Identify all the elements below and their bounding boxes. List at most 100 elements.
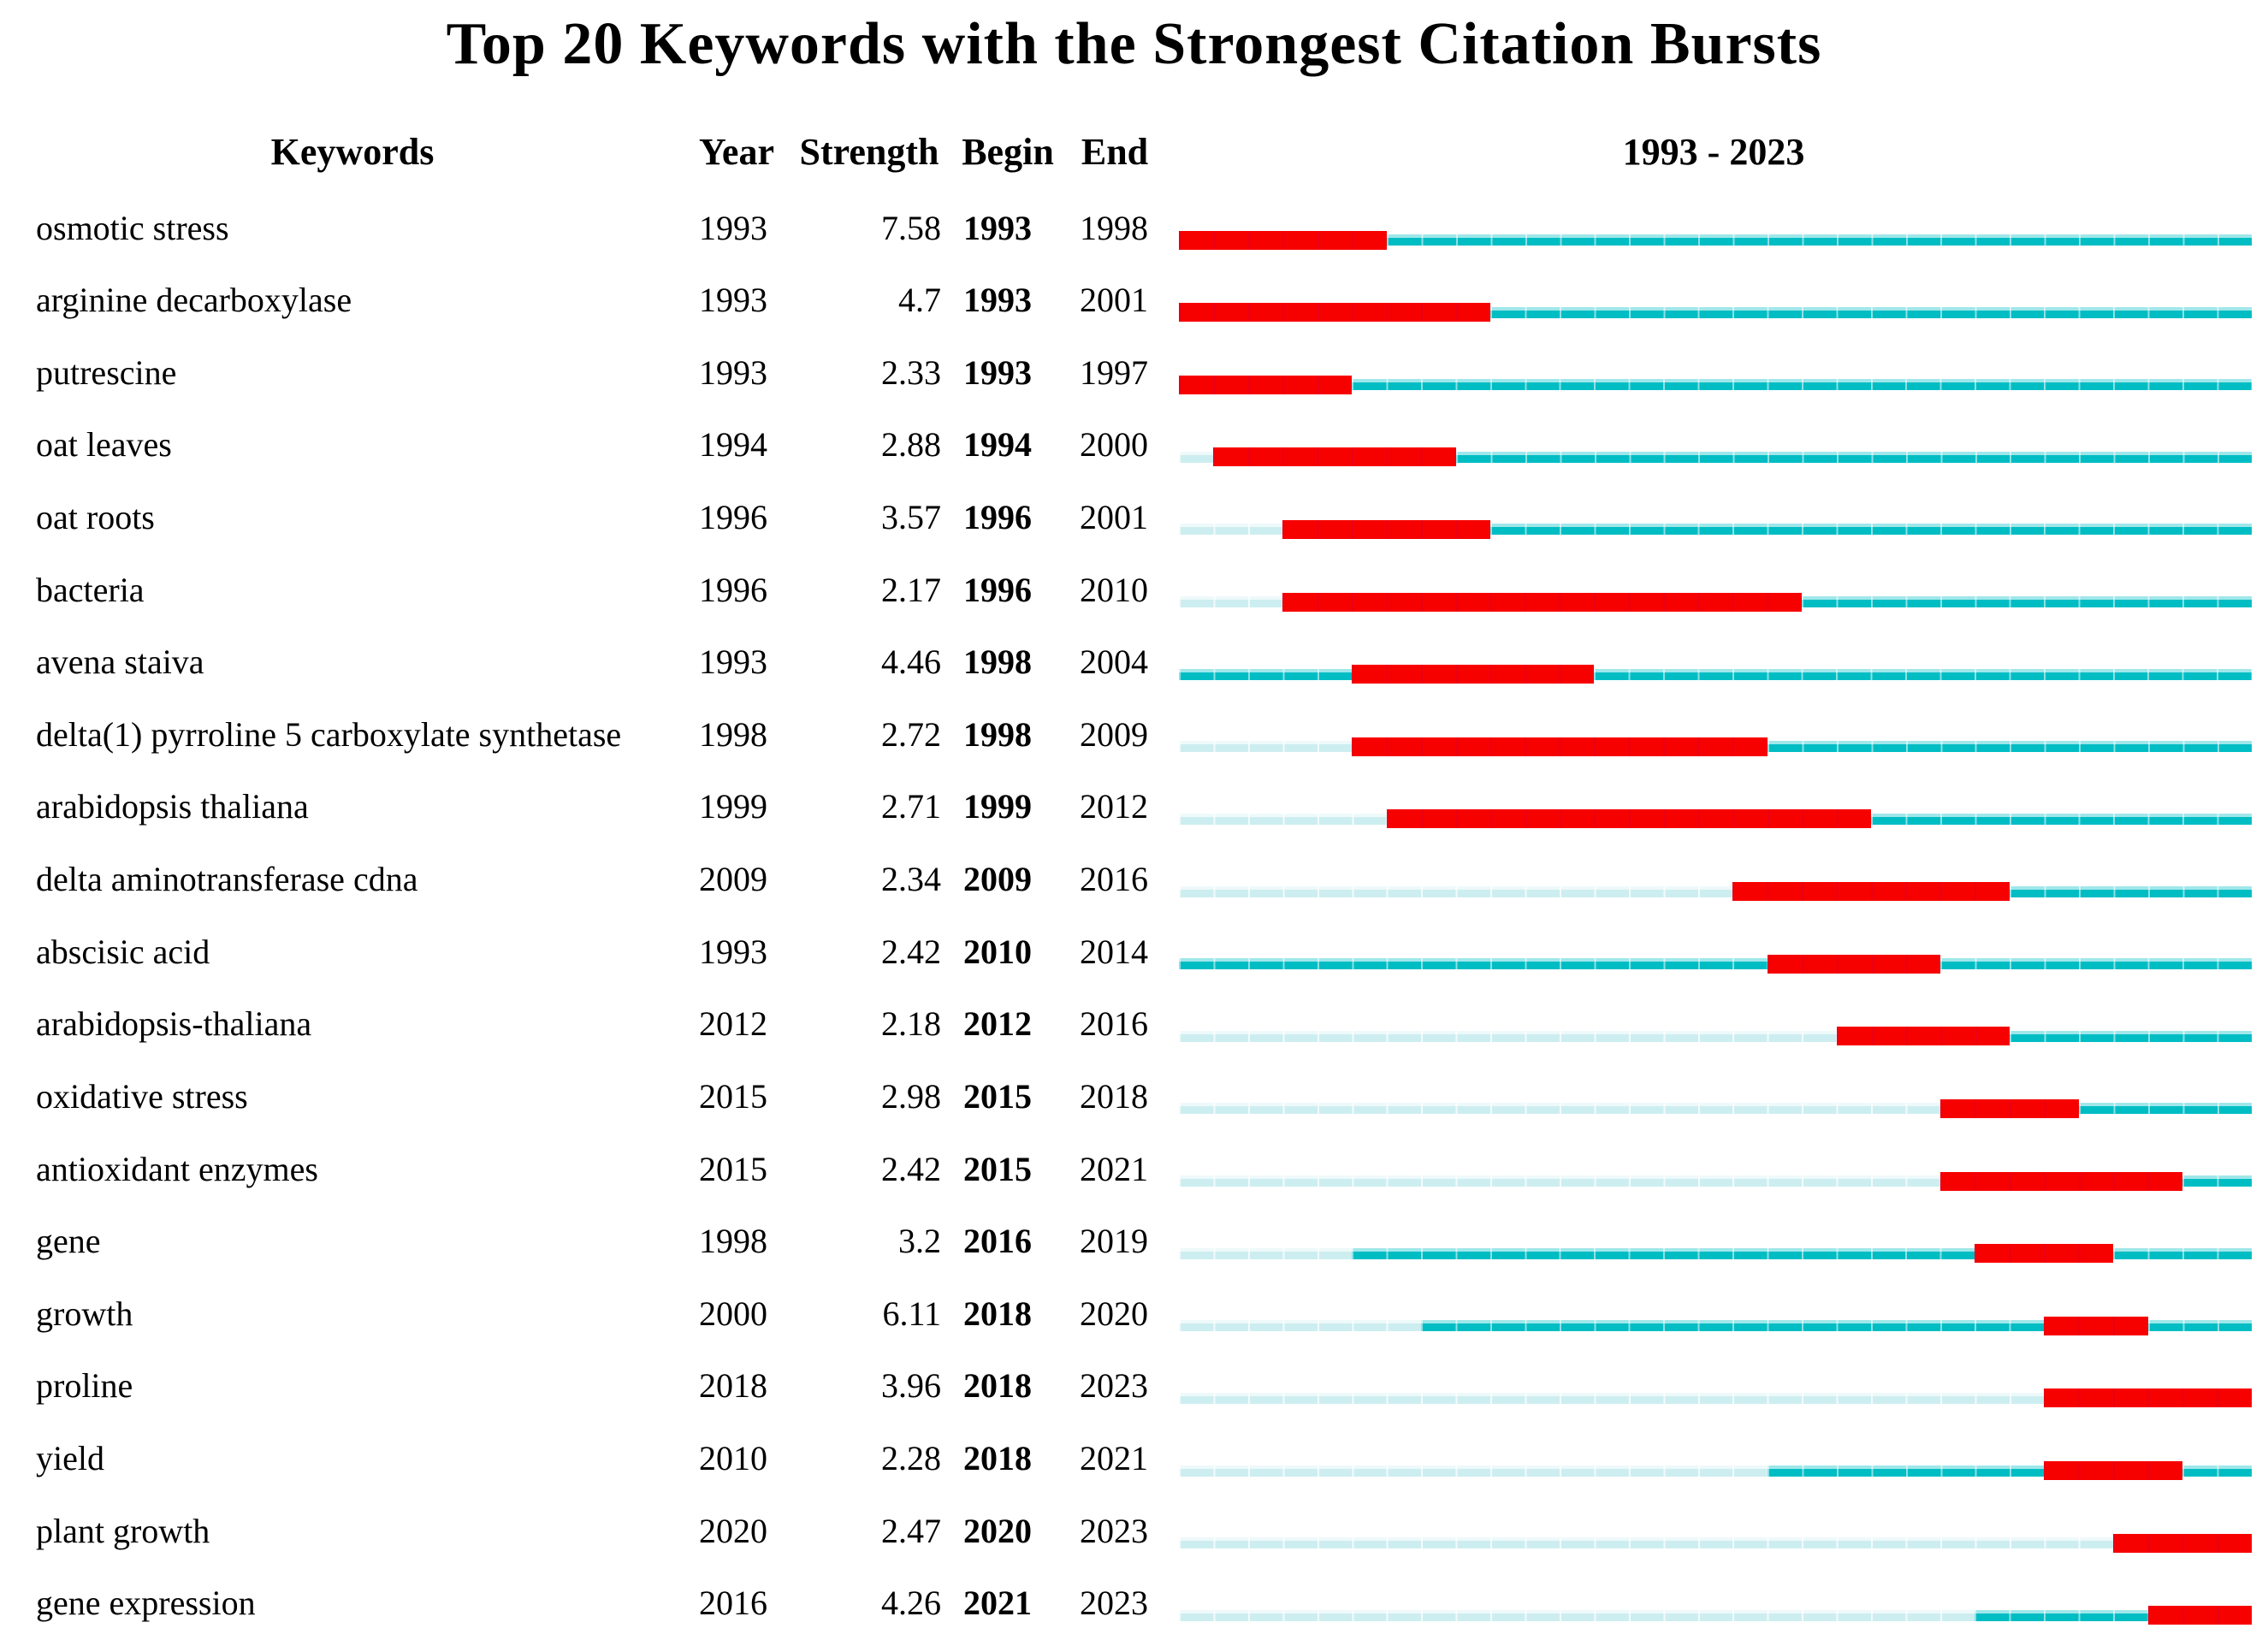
- end-cell: 1998: [1080, 208, 1148, 247]
- strength-cell: 2.17: [881, 570, 941, 609]
- begin-cell: 2012: [963, 1004, 1032, 1044]
- table-row: delta aminotransferase cdna 2009 2.34 2009 2…: [0, 844, 2268, 916]
- timeline-bar: [1179, 447, 2252, 467]
- keyword-cell: bacteria: [36, 570, 145, 609]
- strength-cell: 3.57: [881, 497, 941, 536]
- keyword-cell: gene expression: [36, 1584, 256, 1623]
- end-cell: 2023: [1080, 1584, 1148, 1623]
- keyword-cell: putrescine: [36, 352, 177, 392]
- table-row: putrescine 1993 2.33 1993 1997: [0, 336, 2268, 409]
- end-cell: 2019: [1080, 1222, 1148, 1261]
- end-cell: 2001: [1080, 497, 1148, 536]
- begin-cell: 1996: [963, 570, 1032, 609]
- strength-cell: 4.7: [898, 281, 941, 320]
- keyword-cell: abscisic acid: [36, 932, 210, 971]
- end-cell: 1997: [1080, 352, 1148, 392]
- strength-cell: 2.47: [881, 1511, 941, 1550]
- table-row: antioxidant enzymes 2015 2.42 2015 2021: [0, 1133, 2268, 1205]
- column-header-strength: Strength: [799, 131, 939, 173]
- active-segment: [2182, 1175, 2252, 1187]
- strength-cell: 2.18: [881, 1004, 941, 1044]
- burst-segment: [2147, 1606, 2252, 1625]
- begin-cell: 2010: [963, 932, 1032, 971]
- year-cell: 2020: [699, 1511, 767, 1550]
- timeline-bar: [1179, 375, 2252, 395]
- end-cell: 2023: [1080, 1366, 1148, 1406]
- keyword-cell: arabidopsis thaliana: [36, 787, 309, 826]
- begin-cell: 2016: [963, 1222, 1032, 1261]
- year-cell: 1994: [699, 425, 767, 465]
- year-cell: 1998: [699, 714, 767, 754]
- end-cell: 2014: [1080, 932, 1148, 971]
- begin-cell: 2021: [963, 1584, 1032, 1623]
- burst-segment: [1179, 230, 1387, 250]
- column-header-begin: Begin: [962, 131, 1054, 173]
- table-row: oat leaves 1994 2.88 1994 2000: [0, 409, 2268, 482]
- strength-cell: 3.2: [898, 1222, 941, 1261]
- begin-cell: 1993: [963, 352, 1032, 392]
- inactive-segment: [1179, 1392, 2045, 1404]
- active-segment: [2009, 1030, 2252, 1042]
- begin-cell: 1996: [963, 497, 1032, 536]
- year-cell: 2018: [699, 1366, 767, 1406]
- keyword-cell: antioxidant enzymes: [36, 1149, 318, 1188]
- keyword-cell: osmotic stress: [36, 208, 229, 247]
- timeline-bar: [1179, 519, 2252, 540]
- burst-segment: [1213, 447, 1456, 467]
- active-segment: [1421, 1320, 2045, 1332]
- end-cell: 2016: [1080, 860, 1148, 899]
- timeline-bar: [1179, 230, 2252, 251]
- inactive-segment: [1179, 1465, 1768, 1477]
- strength-cell: 2.33: [881, 352, 941, 392]
- end-cell: 2018: [1080, 1076, 1148, 1116]
- burst-segment: [1282, 592, 1803, 612]
- inactive-segment: [1179, 1103, 1940, 1115]
- year-cell: 1993: [699, 281, 767, 320]
- active-segment: [1352, 1247, 1975, 1259]
- timeline-bar: [1179, 881, 2252, 902]
- end-cell: 2020: [1080, 1294, 1148, 1333]
- year-cell: 1993: [699, 352, 767, 392]
- year-cell: 2009: [699, 860, 767, 899]
- year-cell: 1993: [699, 932, 767, 971]
- strength-cell: 4.46: [881, 642, 941, 682]
- timeline-bar: [1179, 1026, 2252, 1046]
- keyword-cell: arabidopsis-thaliana: [36, 1004, 312, 1044]
- table-row: avena staiva 1993 4.46 1998 2004: [0, 626, 2268, 699]
- year-cell: 1996: [699, 570, 767, 609]
- year-cell: 2016: [699, 1584, 767, 1623]
- inactive-segment: [1179, 1609, 1975, 1621]
- end-cell: 2009: [1080, 714, 1148, 754]
- year-cell: 2012: [699, 1004, 767, 1044]
- end-cell: 2004: [1080, 642, 1148, 682]
- active-segment: [1767, 1465, 2045, 1477]
- burst-segment: [1352, 665, 1595, 684]
- active-segment: [2078, 1103, 2252, 1115]
- year-cell: 2015: [699, 1149, 767, 1188]
- active-segment: [1594, 668, 2252, 680]
- burst-segment: [1179, 375, 1353, 394]
- begin-cell: 1994: [963, 425, 1032, 465]
- table-row: gene expression 2016 4.26 2021 2023: [0, 1567, 2268, 1640]
- timeline-bar: [1179, 1316, 2252, 1336]
- keyword-cell: gene: [36, 1222, 101, 1261]
- table-row: bacteria 1996 2.17 1996 2010: [0, 554, 2268, 626]
- keyword-cell: avena staiva: [36, 642, 204, 682]
- begin-cell: 2020: [963, 1511, 1032, 1550]
- table-row: gene 1998 3.2 2016 2019: [0, 1205, 2268, 1278]
- table-row: arabidopsis thaliana 1999 2.71 1999 2012: [0, 771, 2268, 844]
- active-segment: [1939, 958, 2252, 970]
- year-cell: 1996: [699, 497, 767, 536]
- end-cell: 2023: [1080, 1511, 1148, 1550]
- timeline-bar: [1179, 664, 2252, 684]
- burst-segment: [1975, 1244, 2114, 1264]
- table-row: osmotic stress 1993 7.58 1993 1998: [0, 192, 2268, 264]
- active-segment: [1490, 524, 2252, 536]
- active-segment: [2147, 1320, 2252, 1332]
- timeline-bar: [1179, 1098, 2252, 1119]
- keyword-cell: arginine decarboxylase: [36, 281, 352, 320]
- timeline-bar: [1179, 1171, 2252, 1192]
- timeline-bar: [1179, 1243, 2252, 1264]
- end-cell: 2012: [1080, 787, 1148, 826]
